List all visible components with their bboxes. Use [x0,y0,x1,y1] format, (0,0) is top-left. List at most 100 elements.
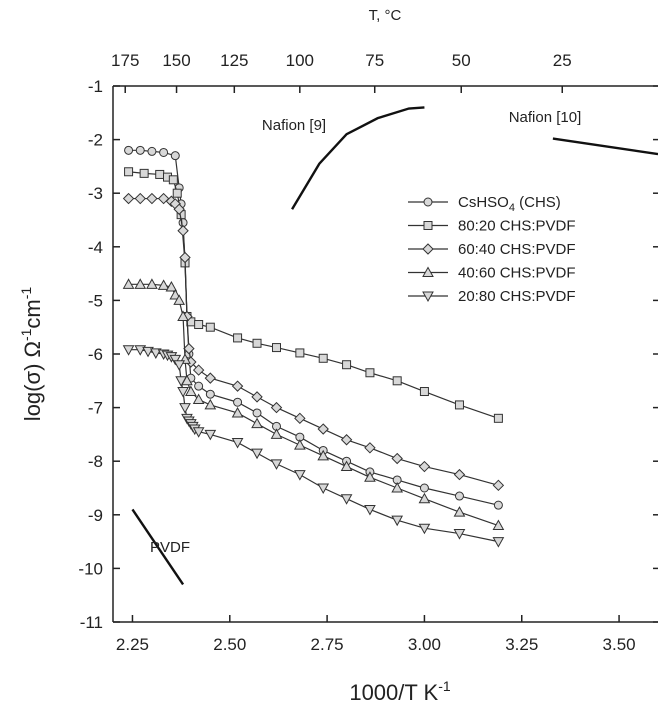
series-chs [124,145,503,510]
reference-lines-layer: Nafion [9] Nafion [10] PVDF [131,106,658,586]
data-point-80-20 [205,322,215,332]
data-point-40-60 [317,449,330,461]
data-point-60-40 [183,342,195,355]
data-point-80-20 [233,333,243,343]
data-point-40-60 [165,280,178,292]
data-point-80-20 [365,368,375,378]
data-point-80-20 [139,168,149,178]
data-point-40-60 [173,294,186,305]
x-tick-label: 3.50 [603,635,636,654]
data-point-20-80 [251,448,263,460]
data-point-chs [205,389,215,399]
data-point-20-80 [270,459,283,470]
x-axis-title: 1000/T K-1 [349,678,451,705]
data-point-80-20 [392,376,402,386]
x-axis-title-main: 1000/T K [349,680,438,705]
series-60-40 [122,192,505,492]
data-point-80-20 [272,343,281,353]
data-point-60-40 [146,192,158,205]
top-tick-label: 175 [111,51,139,70]
top-axis-title: T, °C [369,7,402,24]
data-point-20-80 [122,345,135,356]
data-point-20-80 [317,483,330,495]
data-point-40-60 [146,278,158,289]
data-point-60-40 [492,479,505,492]
series-layer [122,145,505,548]
x-tick-label: 2.75 [311,635,344,654]
legend-marker [422,291,434,303]
data-point-20-80 [231,437,244,449]
data-point-80-20 [454,400,464,410]
data-point-80-20 [168,175,178,185]
data-point-40-60 [294,439,306,450]
legend-label: 60:40 CHS:PVDF [458,241,576,258]
legend-label: CsHSO4 (CHS) [458,194,561,214]
data-point-chs [233,397,243,407]
data-point-40-60 [185,385,197,397]
data-point-40-60 [192,393,205,405]
y-tick-label: -11 [80,613,103,632]
data-point-chs [493,500,503,510]
data-point-20-80 [149,348,162,359]
data-point-60-40 [204,372,217,384]
data-point-40-60 [177,310,189,321]
data-point-80-20 [419,387,429,397]
ticks-layer: -1 -2 -3 -4 -5 -6 -7 -8 -9 -10 -11 2.25 2.50 2.75 3.00… [78,51,658,654]
data-point-20-80 [134,345,147,356]
y-tick-label: -2 [88,131,103,150]
data-point-20-80 [204,429,217,441]
x-tick-label: 2.50 [213,635,246,654]
data-point-60-40 [418,460,431,473]
series-40-60 [122,278,505,531]
data-point-60-40 [192,364,205,376]
y-axis-title: log(σ) Ω-1cm-1 [18,287,45,422]
data-point-60-40 [173,203,185,215]
data-point-60-40 [294,412,306,425]
data-point-20-80 [177,387,189,398]
data-point-chs [159,147,169,157]
reference-line-nafion-9 [291,106,425,210]
data-point-chs [147,146,157,156]
top-tick-label: 75 [365,51,384,70]
reference-label-nafion-9: Nafion [9] [262,117,326,134]
legend-label: 40:60 CHS:PVDF [458,265,576,282]
legend-marker [423,221,433,230]
x-axis-title-sup: -1 [438,678,451,694]
legend-label: 80:20 CHS:PVDF [458,218,576,235]
data-point-20-80 [492,537,505,548]
data-point-chs [454,491,464,501]
y-tick-label: -9 [88,506,103,525]
data-point-20-80 [453,529,466,540]
data-point-40-60 [231,406,244,418]
data-point-chs [419,483,429,493]
reference-line-nafion-10 [552,137,658,156]
x-tick-label: 3.25 [505,635,538,654]
data-point-20-80 [391,515,404,527]
top-tick-label: 150 [162,51,190,70]
x-tick-label: 3.00 [408,635,441,654]
data-point-chs [170,151,180,161]
legend-marker [423,197,433,207]
data-point-20-80 [179,403,191,414]
y-tick-label: -6 [88,345,103,364]
y-tick-label: -4 [88,238,103,257]
data-point-20-80 [418,523,431,535]
top-tick-label: 100 [286,51,314,70]
plot-frame-group [112,85,658,623]
top-tick-label: 25 [553,51,572,70]
legend-label: 20:80 CHS:PVDF [458,288,576,305]
data-point-80-20 [124,167,134,177]
data-point-40-60 [418,492,431,504]
data-point-20-80 [173,360,186,371]
top-tick-label: 50 [452,51,471,70]
legend: CsHSO4 (CHS) 80:20 CHS:PVDF 60:40 CHS:PVDF… [408,194,576,305]
reference-label-nafion-10: Nafion [10] [509,109,582,126]
top-tick-label: 125 [220,51,248,70]
y-tick-label: -5 [88,291,103,310]
data-point-40-60 [453,506,466,517]
y-tick-label: -3 [88,184,103,203]
data-point-80-20 [342,360,352,370]
y-tick-label: -1 [88,77,103,96]
data-point-40-60 [122,278,135,289]
data-point-chs [124,145,134,155]
